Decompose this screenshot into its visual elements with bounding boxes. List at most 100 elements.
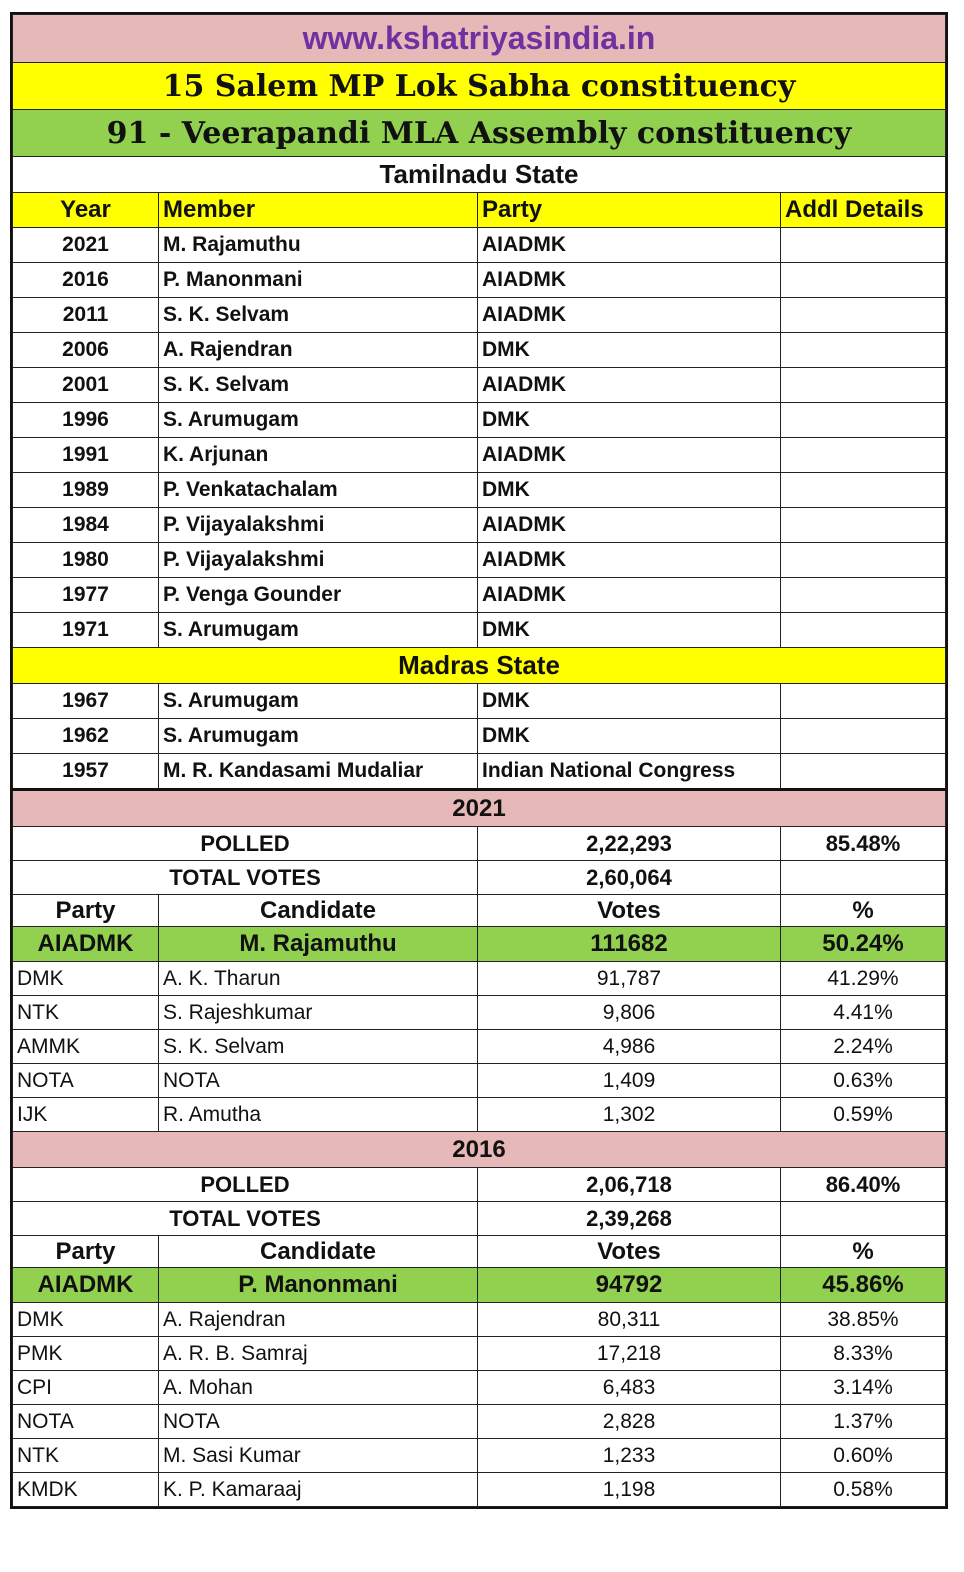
candidate-row: AMMK S. K. Selvam 4,986 2.24%	[12, 1029, 946, 1064]
cell-party: CPI	[12, 1370, 159, 1405]
member-row: 2011 S. K. Selvam AIADMK	[12, 297, 946, 333]
cell-candidate: A. Mohan	[158, 1370, 478, 1405]
cell-percent: 2.24%	[780, 1029, 946, 1064]
cell-member: P. Vijayalakshmi	[158, 507, 478, 543]
cell-member: S. Arumugam	[158, 683, 478, 719]
header-year: Year	[12, 192, 159, 228]
member-row: 1971 S. Arumugam DMK	[12, 612, 946, 648]
header-candidate: Candidate	[158, 894, 478, 927]
cell-member: S. Arumugam	[158, 612, 478, 648]
cell-year: 2001	[12, 367, 159, 403]
cell-votes: 17,218	[477, 1336, 781, 1371]
cell-party: DMK	[12, 1302, 159, 1337]
cell-member: P. Venkatachalam	[158, 472, 478, 508]
cell-party: DMK	[477, 402, 781, 438]
cell-candidate: S. K. Selvam	[158, 1029, 478, 1064]
cell-votes: 1,409	[477, 1063, 781, 1098]
cell-party: DMK	[477, 332, 781, 368]
cell-addl-details	[780, 718, 946, 754]
winner-candidate: M. Rajamuthu	[158, 926, 478, 962]
cell-party: AIADMK	[477, 262, 781, 298]
cell-party: AMMK	[12, 1029, 159, 1064]
polled-label: POLLED	[12, 826, 478, 861]
cell-member: K. Arjunan	[158, 437, 478, 473]
constituency-table: www.kshatriyasindia.in 15 Salem MP Lok S…	[12, 14, 946, 1507]
cell-party: DMK	[477, 683, 781, 719]
polled-row: POLLED 2,22,293 85.48%	[12, 826, 946, 861]
cell-member: P. Vijayalakshmi	[158, 542, 478, 578]
cell-party: AIADMK	[477, 542, 781, 578]
member-row: 1980 P. Vijayalakshmi AIADMK	[12, 542, 946, 578]
cell-party: AIADMK	[477, 227, 781, 263]
cell-party: NTK	[12, 1438, 159, 1473]
total-votes-row: TOTAL VOTES 2,60,064	[12, 860, 946, 895]
polled-label: POLLED	[12, 1167, 478, 1202]
cell-candidate: NOTA	[158, 1063, 478, 1098]
total-votes-label: TOTAL VOTES	[12, 1201, 478, 1236]
member-row: 1991 K. Arjunan AIADMK	[12, 437, 946, 473]
header-addl-details: Addl Details	[780, 192, 946, 228]
member-row: 1957 M. R. Kandasami Mudaliar Indian Natio…	[12, 753, 946, 790]
cell-addl-details	[780, 683, 946, 719]
cell-percent: 1.37%	[780, 1404, 946, 1439]
cell-addl-details	[780, 227, 946, 263]
result-header-row: Party Candidate Votes%	[12, 1235, 946, 1268]
winner-votes: 94792	[477, 1267, 781, 1303]
result-year: 2016	[12, 1131, 946, 1168]
cell-party: NOTA	[12, 1063, 159, 1098]
cell-party: PMK	[12, 1336, 159, 1371]
cell-candidate: A. K. Tharun	[158, 961, 478, 996]
cell-member: S. K. Selvam	[158, 367, 478, 403]
cell-votes: 80,311	[477, 1302, 781, 1337]
cell-year: 1996	[12, 402, 159, 438]
madras-state-heading: Madras State	[12, 647, 946, 684]
candidate-row: NTK M. Sasi Kumar 1,233 0.60%	[12, 1438, 946, 1473]
total-votes-value: 2,39,268	[477, 1201, 781, 1236]
cell-member: A. Rajendran	[158, 332, 478, 368]
cell-addl-details	[780, 753, 946, 790]
cell-candidate: R. Amutha	[158, 1097, 478, 1132]
result-year-row: 2016	[12, 1131, 946, 1168]
cell-votes: 4,986	[477, 1029, 781, 1064]
total-votes-empty	[780, 860, 946, 895]
polled-row: POLLED 2,06,718 86.40%	[12, 1167, 946, 1202]
cell-addl-details	[780, 437, 946, 473]
cell-party: DMK	[477, 718, 781, 754]
cell-percent: 38.85%	[780, 1302, 946, 1337]
cell-addl-details	[780, 367, 946, 403]
candidate-row: NTK S. Rajeshkumar 9,806 4.41%	[12, 995, 946, 1030]
cell-year: 1957	[12, 753, 159, 790]
cell-party: AIADMK	[477, 367, 781, 403]
cell-year: 2021	[12, 227, 159, 263]
winner-percent: 45.86%	[780, 1267, 946, 1303]
winner-party: AIADMK	[12, 926, 159, 962]
cell-votes: 91,787	[477, 961, 781, 996]
cell-addl-details	[780, 577, 946, 613]
cell-member: P. Manonmani	[158, 262, 478, 298]
cell-year: 1980	[12, 542, 159, 578]
cell-percent: 4.41%	[780, 995, 946, 1030]
cell-addl-details	[780, 612, 946, 648]
cell-percent: 0.58%	[780, 1472, 946, 1507]
polled-value: 2,22,293	[477, 826, 781, 861]
lok-sabha-title: 15 Salem MP Lok Sabha constituency	[12, 62, 946, 110]
cell-candidate: NOTA	[158, 1404, 478, 1439]
member-row: 1996 S. Arumugam DMK	[12, 402, 946, 438]
polled-percent: 86.40%	[780, 1167, 946, 1202]
total-votes-empty	[780, 1201, 946, 1236]
cell-candidate: S. Rajeshkumar	[158, 995, 478, 1030]
cell-votes: 1,198	[477, 1472, 781, 1507]
cell-percent: 0.63%	[780, 1063, 946, 1098]
cell-year: 1977	[12, 577, 159, 613]
cell-year: 2011	[12, 297, 159, 333]
constituency-sheet: www.kshatriyasindia.in 15 Salem MP Lok S…	[10, 12, 948, 1509]
cell-percent: 41.29%	[780, 961, 946, 996]
winner-row: AIADMK M. Rajamuthu 111682 50.24%	[12, 926, 946, 962]
cell-percent: 8.33%	[780, 1336, 946, 1371]
cell-party: AIADMK	[477, 507, 781, 543]
cell-addl-details	[780, 542, 946, 578]
candidate-row: NOTA NOTA 1,409 0.63%	[12, 1063, 946, 1098]
winner-party: AIADMK	[12, 1267, 159, 1303]
header-candidate: Candidate	[158, 1235, 478, 1268]
cell-member: S. K. Selvam	[158, 297, 478, 333]
